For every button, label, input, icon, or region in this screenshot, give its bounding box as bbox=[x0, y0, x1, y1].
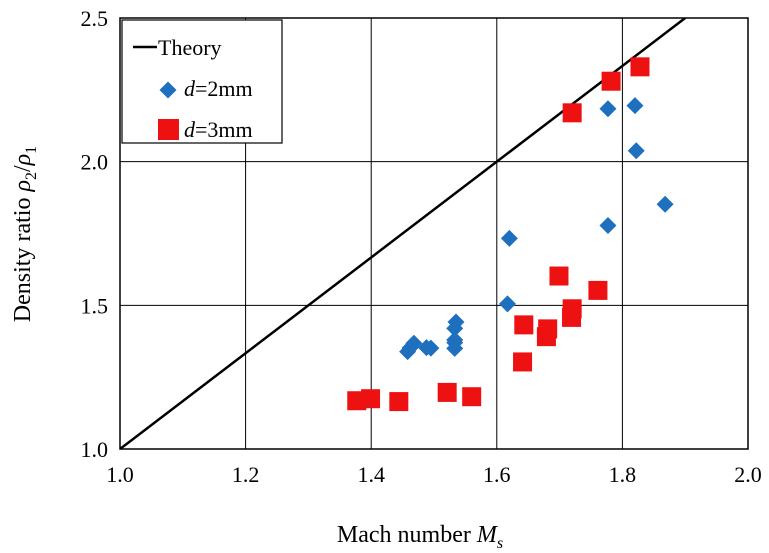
x-tick-labels: 1.0 1.2 1.4 1.6 1.8 2.0 bbox=[106, 462, 762, 487]
d2mm-point bbox=[447, 313, 465, 331]
d3mm-point bbox=[562, 103, 582, 123]
y-tick-label: 2.0 bbox=[81, 150, 109, 175]
y-tick-label: 2.5 bbox=[81, 6, 109, 31]
legend: Theory d=2mm d=3mm bbox=[121, 19, 283, 144]
d2mm-point bbox=[627, 142, 645, 160]
data-marks bbox=[120, 18, 686, 449]
d3mm-point bbox=[514, 315, 534, 335]
y-tick-label: 1.5 bbox=[81, 293, 109, 318]
d2mm-point bbox=[599, 100, 617, 118]
legend-d3-label: d=3mm bbox=[184, 117, 253, 142]
d3mm-point bbox=[562, 299, 582, 319]
legend-d3-marker bbox=[158, 119, 179, 140]
x-tick-label: 1.6 bbox=[483, 462, 511, 487]
x-tick-label: 2.0 bbox=[734, 462, 762, 487]
legend-d2-label: d=2mm bbox=[184, 76, 253, 101]
x-tick-label: 1.4 bbox=[357, 462, 385, 487]
legend-box bbox=[121, 19, 283, 144]
x-axis-label: Mach number Ms bbox=[337, 522, 503, 552]
d2mm-point bbox=[626, 97, 644, 115]
legend-theory-label: Theory bbox=[158, 35, 222, 60]
x-tick-label: 1.8 bbox=[609, 462, 637, 487]
y-tick-labels: 1.0 1.5 2.0 2.5 bbox=[81, 6, 109, 462]
d2mm-point bbox=[422, 339, 440, 357]
d3mm-point bbox=[389, 392, 409, 412]
d2mm-point bbox=[599, 216, 617, 234]
d2mm-point bbox=[446, 331, 464, 349]
y-tick-label: 1.0 bbox=[81, 437, 109, 462]
d3mm-point bbox=[601, 71, 621, 91]
d3mm-point bbox=[437, 382, 457, 402]
x-tick-label: 1.0 bbox=[106, 462, 134, 487]
d2mm-point bbox=[498, 295, 516, 313]
theory-line bbox=[120, 18, 686, 449]
d3mm-point bbox=[549, 266, 569, 286]
x-tick-label: 1.2 bbox=[232, 462, 260, 487]
d3mm-point bbox=[462, 387, 482, 407]
d3mm-point bbox=[361, 389, 381, 409]
d3mm-point bbox=[538, 319, 558, 339]
d3mm-point bbox=[630, 57, 650, 77]
y-axis-label: Density ratio ρ2/ρ1 bbox=[10, 146, 40, 322]
d2mm-point bbox=[500, 229, 518, 247]
d3mm-point bbox=[588, 280, 608, 300]
d2mm-point bbox=[656, 195, 674, 213]
d3mm-point bbox=[513, 352, 533, 372]
